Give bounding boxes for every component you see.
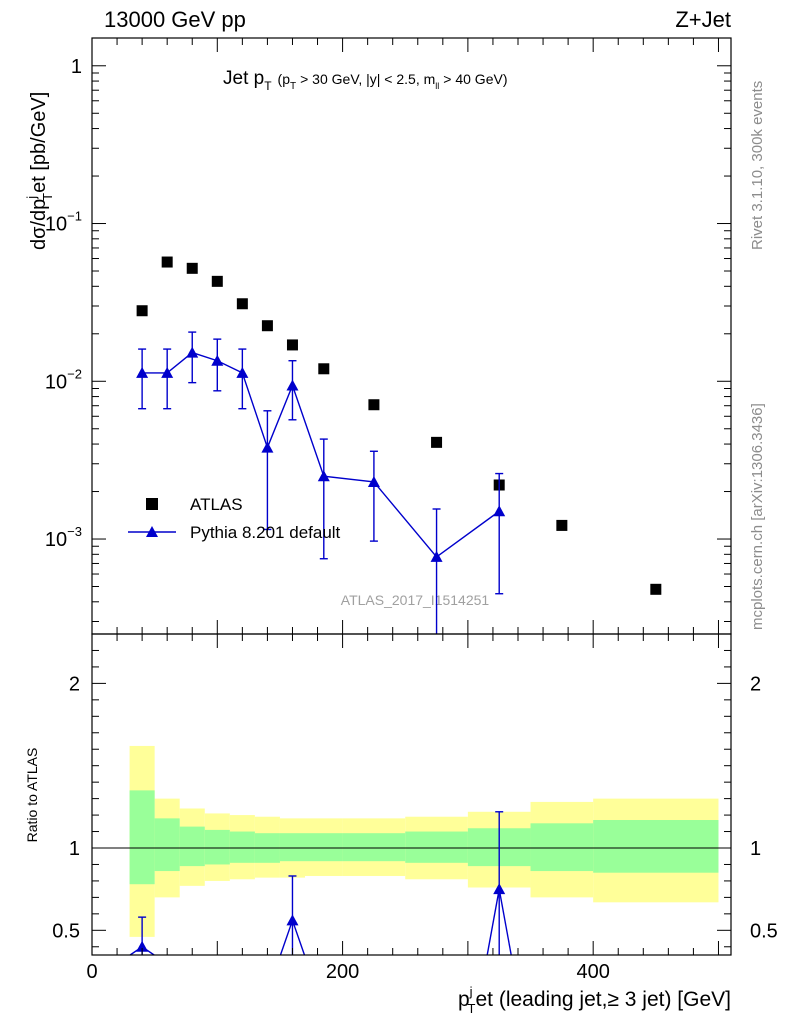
pythia-point <box>186 346 199 358</box>
pythia-point <box>211 354 224 366</box>
main-y-tick-label: 10−2 <box>45 366 82 393</box>
main-frame <box>91 37 732 635</box>
pythia-point <box>367 475 380 487</box>
pythia-point <box>493 505 506 517</box>
main-y-ticks: 1 10−1 10−2 10−3 <box>45 56 731 623</box>
pythia-point <box>430 550 443 562</box>
watermark: ATLAS_2017_I1514251 <box>341 592 490 608</box>
header-right: Z+Jet <box>675 7 731 32</box>
ratio-y-axis-label: Ratio to ATLAS <box>24 748 40 843</box>
atlas-point <box>161 256 173 268</box>
pythia-point <box>261 441 274 453</box>
rivet-info: Rivet 3.1.10, 300k events <box>749 81 766 250</box>
ratio-y-tick-label-right: 2 <box>750 673 761 695</box>
atlas-point <box>318 363 330 375</box>
atlas-point <box>136 305 148 317</box>
legend: ATLAS Pythia 8.201 default <box>128 495 341 542</box>
ratio-y-tick-label: 0.5 <box>52 920 80 942</box>
atlas-point <box>286 339 298 351</box>
legend-pythia-label: Pythia 8.201 default <box>190 523 341 542</box>
ratio-bands <box>129 745 719 937</box>
x-axis-label: pj Tet (leading jet,≥ 3 jet) [GeV] <box>458 984 731 1016</box>
ratio-band-bin <box>204 829 230 865</box>
atlas-point <box>261 320 273 332</box>
main-panel: Jet pT (pT > 30 GeV, |y| < 2.5, mll > 40 Ge… <box>24 37 732 635</box>
ratio-band-bin <box>593 820 719 873</box>
ratio-y-tick-label-right: 0.5 <box>750 920 778 942</box>
ratio-band-bin <box>342 833 406 862</box>
x-tick-label: 200 <box>326 961 359 983</box>
atlas-point <box>236 298 248 310</box>
ratio-point <box>136 940 149 952</box>
pythia-point <box>286 379 299 391</box>
main-y-tick-label: 10−1 <box>45 209 82 236</box>
ratio-frame <box>91 633 732 956</box>
pythia-point <box>161 366 174 378</box>
atlas-point <box>431 436 443 448</box>
ratio-y-ticks: 0.5 0.5 1 1 2 2 <box>52 649 778 948</box>
ratio-line-segment <box>498 889 512 956</box>
ratio-panel: 0.5 0.5 1 1 2 2 0 200 400 Ratio to ATLAS pj Tet … <box>24 633 778 1016</box>
ratio-line-segment <box>279 920 294 956</box>
pythia-point <box>236 366 249 378</box>
ratio-y-tick-label: 1 <box>69 838 80 860</box>
ratio-band-bin <box>405 831 468 863</box>
pythia-point <box>317 470 330 482</box>
main-y-tick-label: 1 <box>71 56 82 78</box>
ratio-line-segment <box>486 889 500 956</box>
ratio-band-bin <box>229 831 255 863</box>
ratio-band-bin <box>279 833 305 862</box>
legend-pythia-marker <box>146 526 158 537</box>
mcplots-info: mcplots.cern.ch [arXiv:1306.3436] <box>749 403 766 630</box>
atlas-point <box>186 262 198 274</box>
ratio-y-tick-label-right: 1 <box>750 838 761 860</box>
ratio-y-tick-label: 2 <box>69 673 80 695</box>
atlas-point <box>368 399 380 411</box>
header-left: 13000 GeV pp <box>104 7 246 32</box>
ratio-point <box>493 883 506 895</box>
atlas-point <box>650 583 662 595</box>
atlas-point <box>556 519 568 531</box>
main-series <box>136 256 662 634</box>
legend-atlas-label: ATLAS <box>190 495 243 514</box>
pythia-point <box>136 366 149 378</box>
main-y-tick-label: 10−3 <box>45 524 82 551</box>
ratio-band-bin <box>179 826 205 867</box>
atlas-point <box>211 275 223 287</box>
ratio-band-bin <box>530 823 594 872</box>
y-axis-label: dσ/dpjTet [pb/GeV] <box>24 92 55 250</box>
x-tick-label: 400 <box>576 961 609 983</box>
ratio-band-bin <box>129 790 155 885</box>
x-tick-label: 0 <box>86 961 97 983</box>
main-x-ticks <box>91 38 719 634</box>
ratio-band-bin <box>305 833 343 862</box>
ratio-point <box>286 914 299 926</box>
chart-title: Jet pT (pT > 30 GeV, |y| < 2.5, mll > 40 Ge… <box>223 68 507 93</box>
ratio-band-bin <box>154 818 180 872</box>
ratio-line-segment <box>291 920 306 956</box>
legend-atlas-marker <box>146 498 158 510</box>
